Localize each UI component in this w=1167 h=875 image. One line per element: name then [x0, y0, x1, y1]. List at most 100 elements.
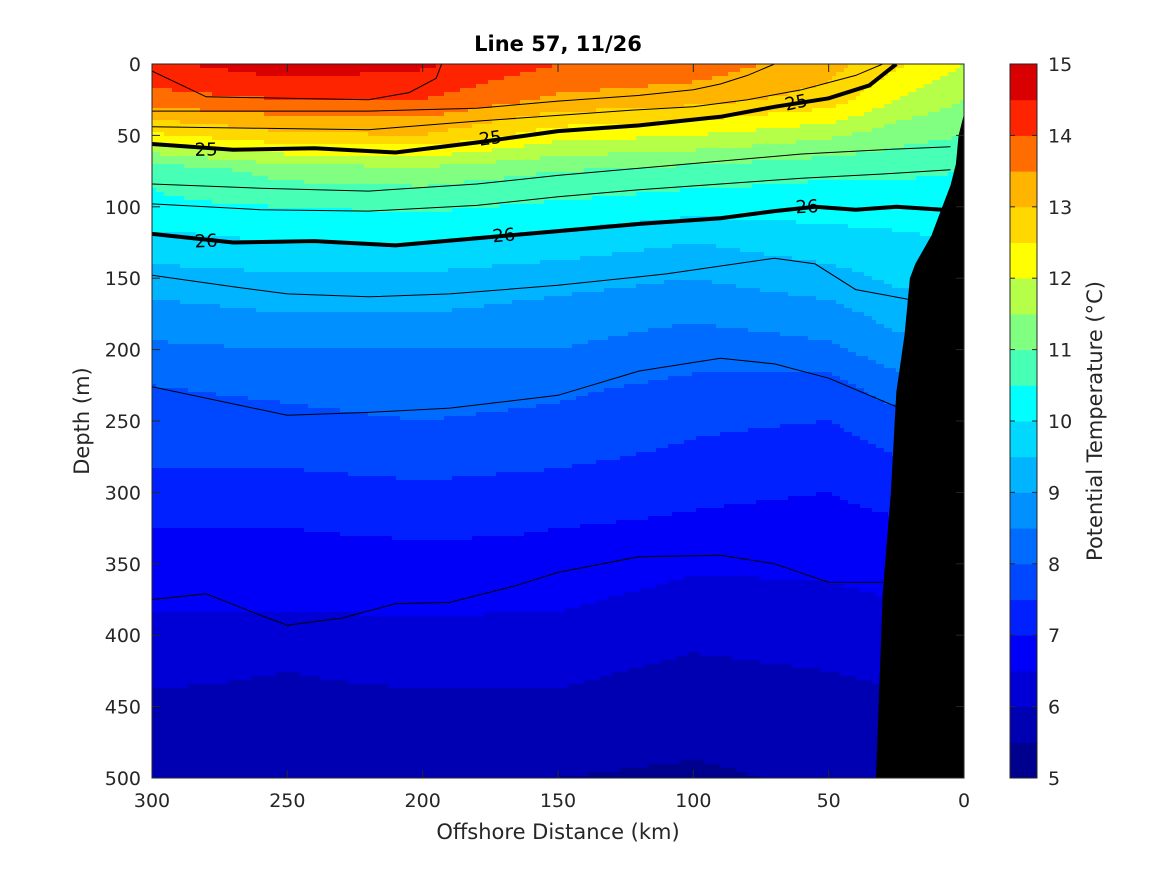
temperature-cell [324, 104, 329, 109]
temperature-cell [308, 124, 313, 129]
temperature-cell [896, 124, 901, 129]
temperature-cell [612, 120, 617, 125]
temperature-cell [184, 116, 189, 121]
temperature-cell [400, 84, 405, 89]
temperature-cell [328, 120, 333, 125]
temperature-cell [724, 124, 729, 129]
temperature-cell [728, 72, 733, 77]
temperature-cell [836, 72, 841, 77]
temperature-cell [840, 136, 845, 141]
temperature-cell [700, 136, 705, 141]
temperature-cell [928, 112, 933, 117]
temperature-cell [428, 104, 433, 109]
temperature-cell [864, 136, 869, 141]
temperature-cell [232, 108, 237, 113]
temperature-cell [568, 108, 573, 113]
temperature-cell [920, 72, 925, 77]
temperature-cell [784, 124, 789, 129]
temperature-cell [944, 136, 949, 141]
temperature-cell [860, 108, 865, 113]
temperature-cell [400, 120, 405, 125]
temperature-cell [156, 92, 161, 97]
temperature-cell [952, 104, 957, 109]
temperature-cell [632, 100, 637, 105]
temperature-cell [228, 136, 233, 141]
temperature-cell [656, 136, 661, 141]
temperature-cell [700, 140, 705, 145]
temperature-cell [188, 104, 193, 109]
temperature-cell [556, 116, 561, 121]
temperature-cell [436, 104, 441, 109]
temperature-cell [804, 128, 809, 133]
temperature-cell [888, 96, 893, 101]
temperature-cell [932, 100, 937, 105]
temperature-cell [456, 104, 461, 109]
temperature-cell [408, 128, 413, 133]
temperature-cell [600, 132, 605, 137]
temperature-cell [308, 64, 313, 69]
temperature-cell [336, 88, 341, 93]
temperature-cell [696, 140, 701, 145]
temperature-cell [900, 88, 905, 93]
temperature-cell [476, 112, 481, 117]
temperature-cell [488, 84, 493, 89]
temperature-cell [232, 88, 237, 93]
temperature-cell [684, 96, 689, 101]
temperature-cell [732, 96, 737, 101]
temperature-cell [768, 80, 773, 85]
temperature-cell [204, 132, 209, 137]
temperature-cell [776, 64, 781, 69]
temperature-cell [832, 100, 837, 105]
temperature-cell [508, 96, 513, 101]
temperature-cell [660, 100, 665, 105]
temperature-cell [548, 76, 553, 81]
temperature-cell [616, 140, 621, 145]
temperature-cell [600, 140, 605, 145]
temperature-cell [832, 136, 837, 141]
temperature-cell [540, 68, 545, 73]
temperature-cell [696, 128, 701, 133]
temperature-cell [576, 64, 581, 69]
temperature-cell [432, 84, 437, 89]
temperature-cell [956, 84, 961, 89]
temperature-cell [740, 88, 745, 93]
temperature-cell [256, 96, 261, 101]
temperature-cell [600, 100, 605, 105]
temperature-cell [944, 76, 949, 81]
temperature-cell [572, 100, 577, 105]
temperature-cell [516, 68, 521, 73]
temperature-cell [796, 76, 801, 81]
temperature-cell [792, 140, 797, 145]
temperature-cell [940, 80, 945, 85]
temperature-cell [896, 140, 901, 145]
temperature-cell [796, 124, 801, 129]
temperature-cell [700, 64, 705, 69]
temperature-cell [572, 132, 577, 137]
temperature-cell [868, 120, 873, 125]
temperature-cell [624, 104, 629, 109]
temperature-cell [172, 96, 177, 101]
temperature-cell [772, 72, 777, 77]
temperature-cell [480, 76, 485, 81]
temperature-cell [296, 112, 301, 117]
temperature-cell [300, 92, 305, 97]
temperature-cell [820, 120, 825, 125]
temperature-cell [304, 88, 309, 93]
temperature-cell [300, 112, 305, 117]
temperature-cell [400, 100, 405, 105]
temperature-cell [828, 128, 833, 133]
temperature-cell [772, 96, 777, 101]
temperature-cell [160, 64, 165, 69]
temperature-cell [320, 136, 325, 141]
temperature-cell [420, 136, 425, 141]
temperature-cell [412, 140, 417, 145]
temperature-cell [412, 68, 417, 73]
temperature-cell [216, 104, 221, 109]
temperature-cell [872, 104, 877, 109]
temperature-cell [392, 88, 397, 93]
temperature-cell [204, 116, 209, 121]
temperature-cell [488, 64, 493, 69]
temperature-cell [184, 128, 189, 133]
temperature-cell [364, 64, 369, 69]
temperature-cell [248, 68, 253, 73]
